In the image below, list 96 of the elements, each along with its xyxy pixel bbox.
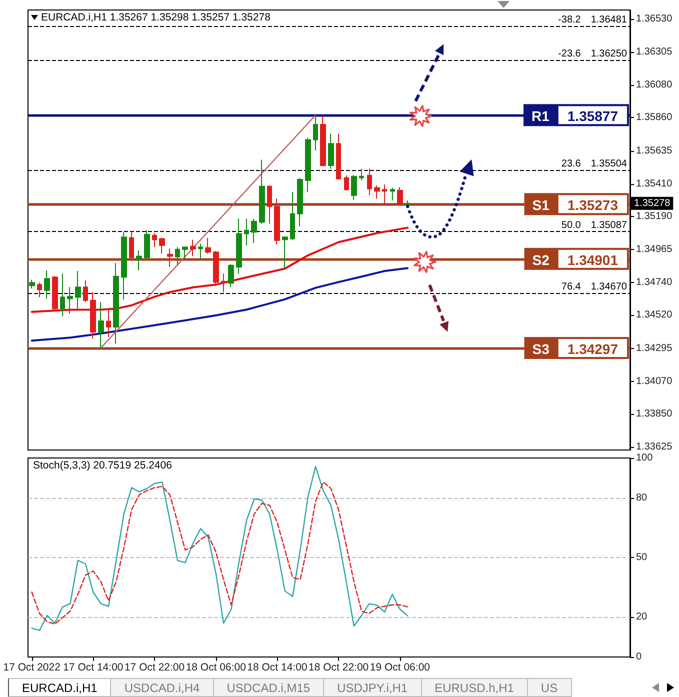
text: USDJPY.i,H1 [324, 678, 422, 697]
candlestick [75, 270, 81, 310]
y-tick-label: 1.33850 [636, 408, 673, 420]
y-tick-label: 1.35190 [636, 210, 673, 222]
candlestick [290, 192, 295, 240]
candlestick [44, 270, 50, 300]
ref-line-label: 1.35278 [634, 198, 671, 209]
y-tick-label: 1.34740 [636, 277, 673, 288]
candlestick [113, 262, 119, 344]
candlestick [83, 280, 88, 302]
line-series [30, 226, 409, 313]
x-tick-label: 17 Oct 14:00 [63, 662, 124, 674]
y-tick-label: 1.35635 [636, 145, 673, 156]
candlestick [221, 273, 226, 293]
candlestick [37, 282, 42, 298]
candlestick [144, 230, 150, 259]
candlestick [167, 248, 173, 268]
candlestick [213, 250, 219, 286]
y-tick-label: 1.33625 [636, 442, 673, 452]
text: S2 1.34901 [532, 252, 618, 268]
chart-title: EURCAD.i,H1 1.35267 1.35298 1.35257 1.35278 [41, 12, 271, 24]
text: R1 1.35877 [531, 108, 618, 124]
candlestick [136, 250, 142, 271]
candlestick [244, 218, 249, 246]
ref-line-label: 23.6 1.35504 [561, 158, 628, 170]
candlestick [67, 286, 73, 314]
y-tick-label: 1.35410 [636, 178, 673, 190]
ref-line-label: 76.4 1.34670 [561, 281, 628, 292]
candlestick [367, 168, 372, 196]
candlestick [129, 232, 134, 259]
y-tick-label: 0 [636, 652, 642, 662]
candlestick [405, 200, 410, 207]
ref-line-label: -23.6 1.36250 [558, 48, 628, 60]
candlestick [351, 174, 357, 200]
candlestick [228, 264, 234, 288]
candlestick [121, 232, 127, 300]
y-tick-label: 1.34520 [636, 310, 673, 321]
candlestick [344, 174, 349, 192]
candlestick [29, 279, 35, 290]
candlestick [98, 301, 104, 348]
candlestick [359, 168, 364, 181]
candlestick [90, 292, 96, 340]
y-tick-label: 1.36305 [636, 46, 673, 58]
candlestick [60, 273, 65, 317]
line-series [30, 267, 409, 342]
candlestick [190, 239, 196, 257]
text: S1 1.35273 [532, 197, 618, 214]
text: US [528, 678, 572, 697]
candlestick [397, 186, 403, 206]
candlestick [320, 116, 326, 167]
x-tick-label: 17 Oct 22:00 [124, 662, 185, 674]
candlestick [106, 308, 111, 338]
candlestick [282, 236, 288, 270]
candlestick [305, 137, 311, 193]
y-tick-label: 1.36080 [636, 80, 673, 91]
y-tick-label: 1.34295 [636, 342, 673, 354]
candlestick [182, 246, 188, 260]
y-tick-label: 20 [636, 612, 648, 623]
candlestick [251, 218, 257, 244]
y-tick-label: 1.34965 [636, 244, 673, 256]
candlestick [52, 276, 58, 312]
candlestick [328, 133, 334, 170]
candlestick [382, 184, 387, 205]
x-tick-label: 18 Oct 22:00 [308, 662, 369, 674]
text: S3 1.34297 [532, 340, 618, 357]
candlestick [336, 133, 341, 180]
text: EURCAD.i,H1 [8, 678, 112, 697]
candlestick [236, 218, 242, 274]
y-tick-label: 1.34070 [636, 376, 673, 387]
candlestick [274, 198, 280, 245]
ref-line-label: 50.0 1.35087 [561, 220, 628, 232]
chart-title: Stoch(5,3,3) 20.7519 25.2406 [33, 460, 172, 472]
x-tick-label: 18 Oct 06:00 [186, 662, 246, 674]
candlestick [374, 184, 380, 200]
candlestick [297, 178, 303, 227]
candlestick [198, 243, 203, 261]
y-tick-label: 1.35860 [636, 112, 673, 124]
candlestick [259, 159, 265, 224]
text: USDCAD.i,H4 [111, 678, 214, 697]
ref-line-label: -38.2 1.36481 [558, 14, 628, 26]
text: USDCAD.i,M15 [214, 678, 324, 697]
candlestick [152, 232, 157, 248]
x-tick-label: 17 Oct 2022 [3, 662, 61, 674]
y-tick-label: 50 [636, 552, 648, 563]
y-tick-label: 80 [636, 492, 648, 504]
text: EURUSD.h,H1 [422, 678, 528, 697]
x-tick-label: 18 Oct 14:00 [247, 662, 308, 674]
y-tick-label: 100 [636, 452, 654, 464]
candlestick [175, 246, 180, 266]
candlestick [390, 187, 395, 201]
candlestick [313, 114, 318, 151]
candlestick [205, 237, 211, 254]
candlestick [159, 237, 165, 254]
y-tick-label: 1.36530 [636, 13, 673, 24]
x-tick-label: 19 Oct 06:00 [370, 662, 430, 674]
candlestick [267, 184, 272, 224]
